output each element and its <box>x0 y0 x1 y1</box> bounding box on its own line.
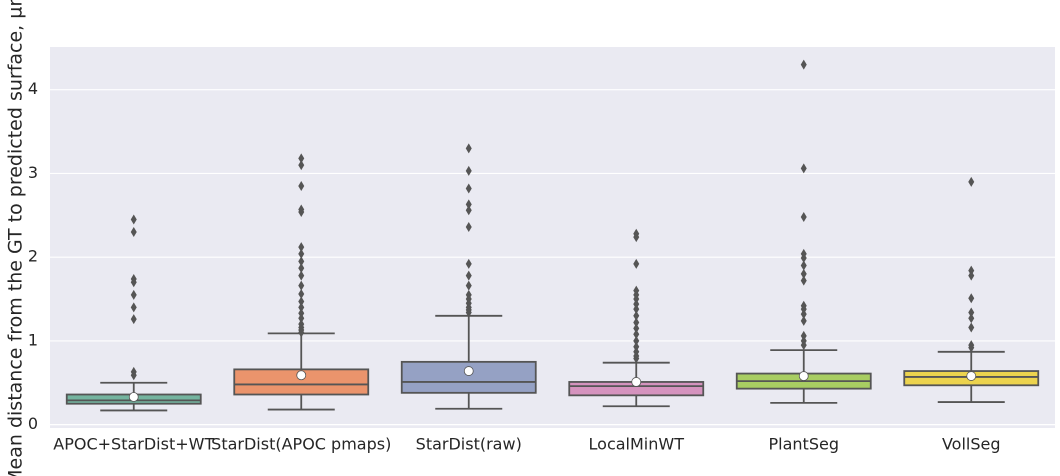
y-tick-label: 0 <box>28 414 38 433</box>
outlier <box>130 370 137 381</box>
outlier <box>633 323 640 334</box>
outlier <box>298 206 305 217</box>
outlier <box>800 260 807 271</box>
outlier <box>633 232 640 243</box>
outlier <box>633 335 640 346</box>
outlier <box>800 309 807 320</box>
outlier <box>298 327 305 338</box>
outlier <box>968 176 975 187</box>
outlier <box>800 268 807 279</box>
outlier <box>298 242 305 253</box>
outlier <box>465 258 472 269</box>
outlier <box>968 342 975 353</box>
outlier <box>968 270 975 281</box>
outlier <box>298 256 305 267</box>
outlier <box>298 153 305 164</box>
plot-area <box>50 47 1055 428</box>
mean <box>631 377 642 387</box>
outlier <box>130 314 137 325</box>
outlier <box>800 340 807 351</box>
outlier <box>968 307 975 318</box>
outlier <box>298 296 305 307</box>
outlier <box>465 307 472 318</box>
outlier <box>633 353 640 364</box>
outlier <box>130 214 137 225</box>
mean <box>798 371 809 381</box>
mean <box>463 366 474 376</box>
outlier <box>465 183 472 194</box>
x-tick-label: PlantSeg <box>769 435 839 454</box>
outlier <box>465 143 472 154</box>
x-tick-label: StarDist(raw) <box>416 435 522 454</box>
outlier <box>298 313 305 324</box>
outlier <box>298 289 305 300</box>
mean <box>128 392 139 402</box>
outlier <box>633 258 640 269</box>
outlier <box>130 289 137 300</box>
outlier <box>298 248 305 259</box>
y-axis-label: Mean distance from the GT to predicted s… <box>5 0 27 476</box>
outlier <box>968 293 975 304</box>
mean <box>966 371 977 381</box>
outlier <box>298 181 305 192</box>
y-tick-label: 4 <box>28 79 38 98</box>
outlier <box>298 270 305 281</box>
outlier <box>633 341 640 352</box>
outlier <box>465 165 472 176</box>
outlier <box>633 329 640 340</box>
outlier <box>800 253 807 264</box>
x-tick-label: APOC+StarDist+WT <box>53 435 214 454</box>
outlier <box>633 310 640 321</box>
outlier <box>298 302 305 313</box>
outlier <box>800 330 807 341</box>
outlier <box>465 222 472 233</box>
x-tick-label: StarDist(APOC pmaps) <box>211 435 391 454</box>
x-tick-label: VollSeg <box>942 435 1001 454</box>
outlier <box>130 227 137 238</box>
outlier <box>968 313 975 324</box>
y-tick-label: 2 <box>28 247 38 266</box>
outlier <box>130 302 137 313</box>
outlier <box>800 211 807 222</box>
outlier <box>465 199 472 210</box>
outlier <box>800 275 807 286</box>
outlier <box>298 280 305 291</box>
outlier <box>633 299 640 310</box>
outlier <box>800 59 807 70</box>
outlier <box>633 317 640 328</box>
y-tick-label: 1 <box>28 330 38 349</box>
outlier <box>968 265 975 276</box>
outlier <box>298 308 305 319</box>
x-tick-label: LocalMinWT <box>589 435 685 454</box>
outlier <box>298 263 305 274</box>
outlier <box>800 304 807 315</box>
outlier <box>633 304 640 315</box>
outlier <box>130 277 137 288</box>
outlier <box>465 280 472 291</box>
outlier <box>298 160 305 171</box>
outlier <box>465 270 472 281</box>
mean <box>296 370 307 381</box>
outlier <box>800 163 807 174</box>
outlier <box>465 205 472 216</box>
y-tick-label: 3 <box>28 163 38 182</box>
outlier <box>633 294 640 305</box>
outlier <box>968 322 975 333</box>
outlier <box>800 315 807 326</box>
